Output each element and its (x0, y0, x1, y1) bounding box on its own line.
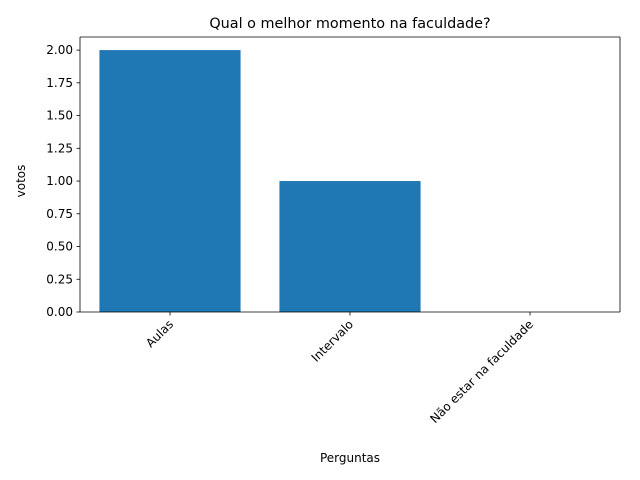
y-axis-title: votos (14, 165, 28, 198)
y-tick-label: 1.00 (46, 174, 73, 188)
y-tick-label: 1.25 (46, 141, 73, 155)
y-tick-label: 0.25 (46, 272, 73, 286)
y-axis-ticks: 0.00 0.25 0.50 0.75 1.00 1.25 1.50 1.75 2.00 (46, 43, 80, 319)
bars-group (99, 50, 421, 312)
bar-1 (279, 181, 421, 312)
chart-title: Qual o melhor momento na faculdade? (209, 16, 490, 32)
y-tick-label: 1.50 (46, 109, 73, 123)
y-tick-label: 1.75 (46, 76, 73, 90)
bar-0 (99, 50, 241, 312)
y-tick-label: 0.75 (46, 207, 73, 221)
x-axis-title: Perguntas (320, 451, 380, 465)
y-tick-label: 0.00 (46, 305, 73, 319)
y-tick-label: 2.00 (46, 43, 73, 57)
y-tick-label: 0.50 (46, 240, 73, 254)
